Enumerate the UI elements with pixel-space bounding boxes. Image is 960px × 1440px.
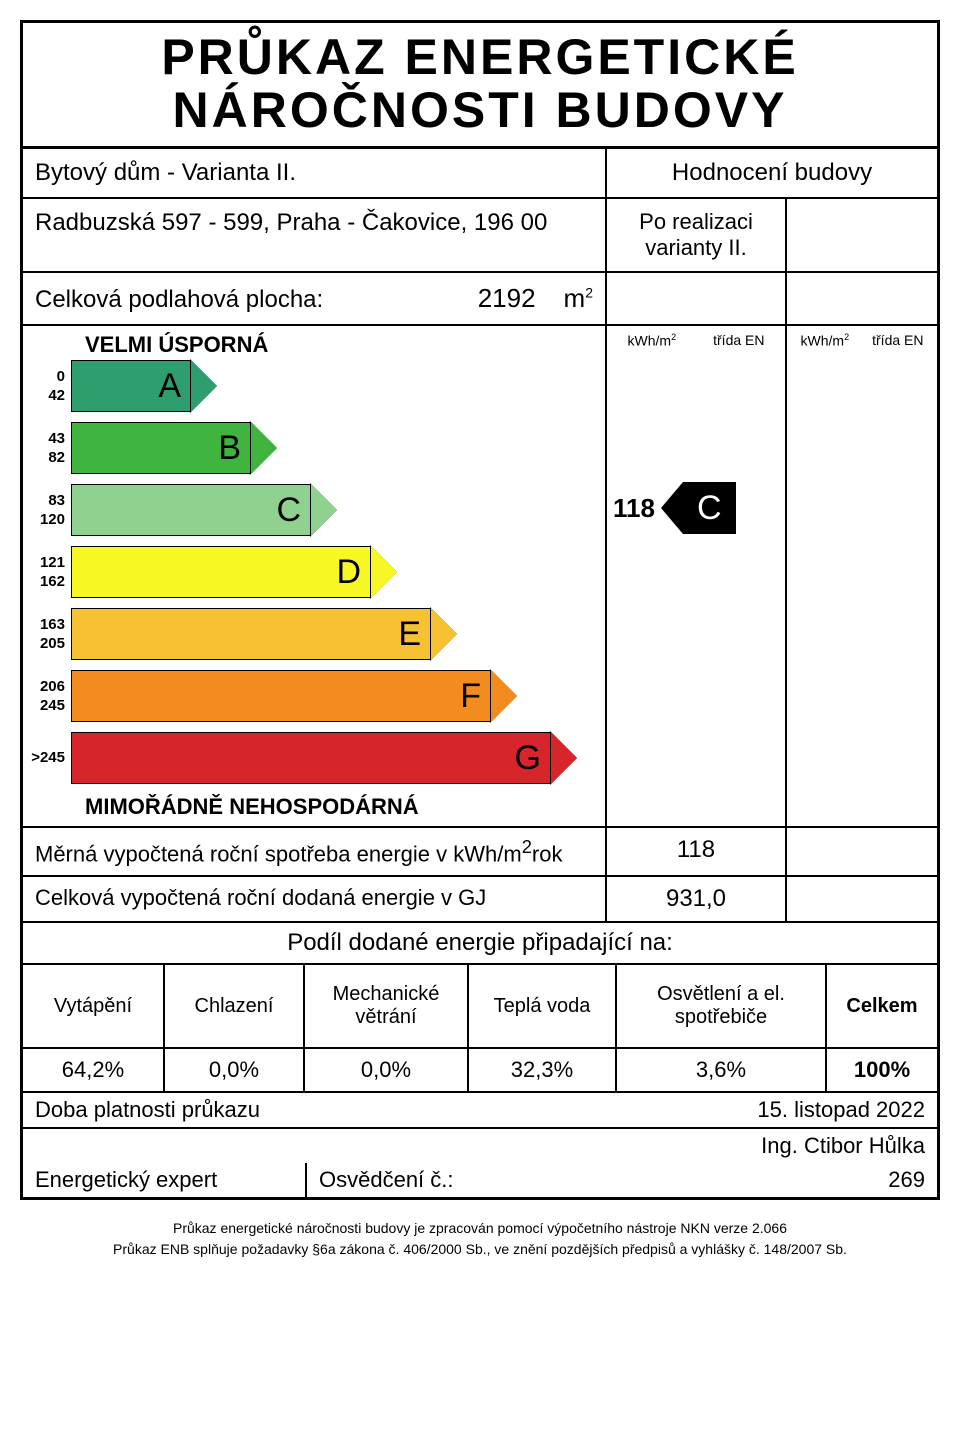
category-4: Osvětlení a el. spotřebiče [617,965,827,1047]
chart-right-col1: kWh/m2 třída EN 118 C [607,326,787,826]
floor-right-1 [607,273,787,324]
floor-label: Celková podlahová plocha: [35,286,323,314]
bar-body-d: D [71,546,371,598]
bar-e: 163205E [23,608,605,660]
bar-b: 4382B [23,422,605,474]
bar-scale-d: 121162 [23,553,71,592]
total-energy-value: 931,0 [607,877,787,921]
specific-consumption-row: Měrná vypočtená roční spotřeba energie v… [23,828,937,877]
after-label: Po realizaci varianty II. [607,199,787,271]
value-0: 64,2% [23,1049,165,1091]
bar-body-e: E [71,608,431,660]
category-1: Chlazení [165,965,305,1047]
title-block: PRŮKAZ ENERGETICKÉ NÁROČNOSTI BUDOVY [23,23,937,149]
title-line2: NÁROČNOSTI BUDOVY [33,84,927,137]
col-head-class-2: třída EN [872,332,923,349]
bottom-label: MIMOŘÁDNĚ NEHOSPODÁRNÁ [23,794,605,820]
bar-scale-f: 206245 [23,677,71,716]
total-energy-label: Celková vypočtená roční dodaná energie v… [23,877,607,921]
value-2: 0,0% [305,1049,469,1091]
expert-name: Ing. Ctibor Hůlka [749,1129,937,1163]
title-line1: PRŮKAZ ENERGETICKÉ [33,31,927,84]
floor-cell: Celková podlahová plocha: 2192 m2 [23,273,607,324]
value-3: 32,3% [469,1049,617,1091]
bar-body-a: A [71,360,191,412]
after-label-l2: varianty II. [645,235,746,260]
floor-unit: m2 [564,283,593,314]
values-row: 64,2%0,0%0,0%32,3%3,6%100% [23,1049,937,1093]
building-type: Bytový dům - Varianta II. [23,149,607,197]
bar-f: 206245F [23,670,605,722]
chart-right: kWh/m2 třída EN 118 C kWh/m2 třída EN [607,326,937,826]
chart-right-col2: kWh/m2 třída EN [787,326,937,826]
cert-label: Osvědčení č.: [305,1163,876,1197]
validity-value: 15. listopad 2022 [745,1093,937,1127]
chart-left: VELMI ÚSPORNÁ 042A4382B83120C121162D1632… [23,326,607,826]
expert-blank [23,1129,749,1163]
col-head-kwh: kWh/m2 [628,332,677,349]
bar-scale-g: >245 [23,732,71,784]
floor-right [607,273,937,324]
specific-consumption-value: 118 [607,828,787,875]
total-energy-blank [787,877,937,921]
col-head-2: kWh/m2 třída EN [787,326,937,355]
category-3: Teplá voda [469,965,617,1047]
address: Radbuzská 597 - 599, Praha - Čakovice, 1… [23,199,607,271]
bar-scale-e: 163205 [23,615,71,654]
after-blank [787,199,937,271]
rating-flag: 118 C [613,482,661,534]
energy-bars: 042A4382B83120C121162D163205E206245F>245… [23,360,605,784]
address-right: Po realizaci varianty II. [607,199,937,271]
validity-label: Doba platnosti průkazu [23,1093,745,1127]
categories-row: VytápěníChlazeníMechanické větráníTeplá … [23,965,937,1049]
value-4: 3,6% [617,1049,827,1091]
bar-a: 042A [23,360,605,412]
floor-right-2 [787,273,937,324]
top-label: VELMI ÚSPORNÁ [23,332,605,358]
bar-g: >245G [23,732,605,784]
after-label-l1: Po realizaci [639,209,753,234]
total-energy-row: Celková vypočtená roční dodaná energie v… [23,877,937,923]
specific-consumption-blank [787,828,937,875]
col-head-kwh-2: kWh/m2 [801,332,850,349]
chart-row: VELMI ÚSPORNÁ 042A4382B83120C121162D1632… [23,326,937,828]
category-5: Celkem [827,965,937,1047]
address-row: Radbuzská 597 - 599, Praha - Čakovice, 1… [23,199,937,273]
bar-scale-a: 042 [23,367,71,406]
expert-label: Energetický expert [23,1163,305,1197]
bar-scale-c: 83120 [23,491,71,530]
footnote-2: Průkaz ENB splňuje požadavky §6a zákona … [20,1239,940,1260]
bar-c: 83120C [23,484,605,536]
footnotes: Průkaz energetické náročnosti budovy je … [20,1218,940,1260]
specific-consumption-label: Měrná vypočtená roční spotřeba energie v… [23,828,607,875]
bar-scale-b: 4382 [23,429,71,468]
floor-row: Celková podlahová plocha: 2192 m2 [23,273,937,326]
floor-value: 2192 [478,283,536,314]
footnote-1: Průkaz energetické náročnosti budovy je … [20,1218,940,1239]
rating-value: 118 [613,493,655,524]
rating-class: C [683,482,736,534]
category-0: Vytápění [23,965,165,1047]
cert-value: 269 [876,1163,937,1197]
expert-name-row: Ing. Ctibor Hůlka [23,1129,937,1163]
certificate: PRŮKAZ ENERGETICKÉ NÁROČNOSTI BUDOVY Byt… [20,20,940,1200]
category-2: Mechanické větrání [305,965,469,1047]
col-head-1: kWh/m2 třída EN [607,326,785,355]
bar-body-b: B [71,422,251,474]
value-5: 100% [827,1049,937,1091]
bar-body-f: F [71,670,491,722]
col-head-class: třída EN [713,332,764,349]
rating-header: Hodnocení budovy [607,149,937,197]
value-1: 0,0% [165,1049,305,1091]
bar-body-c: C [71,484,311,536]
validity-row: Doba platnosti průkazu 15. listopad 2022 [23,1093,937,1129]
section-title: Podíl dodané energie připadající na: [23,923,937,965]
expert-row: Energetický expert Osvědčení č.: 269 [23,1163,937,1197]
bar-body-g: G [71,732,551,784]
building-row: Bytový dům - Varianta II. Hodnocení budo… [23,149,937,199]
bar-d: 121162D [23,546,605,598]
